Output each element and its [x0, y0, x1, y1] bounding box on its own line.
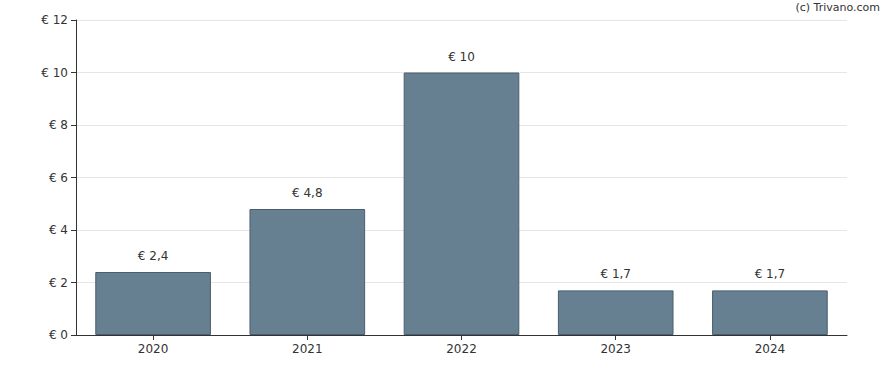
svg-text:€ 1,7: € 1,7 [755, 267, 786, 281]
svg-text:€ 2,4: € 2,4 [138, 249, 169, 263]
svg-text:€ 8: € 8 [49, 118, 68, 132]
svg-text:(c) Trivano.com: (c) Trivano.com [795, 1, 880, 14]
svg-text:€ 4,8: € 4,8 [292, 186, 323, 200]
svg-text:2021: 2021 [292, 342, 323, 356]
svg-text:€ 10: € 10 [448, 50, 475, 64]
svg-text:2023: 2023 [600, 342, 631, 356]
svg-text:2022: 2022 [446, 342, 477, 356]
svg-text:€ 6: € 6 [49, 171, 68, 185]
svg-text:€ 12: € 12 [41, 13, 68, 27]
svg-text:€ 2: € 2 [49, 276, 68, 290]
svg-text:€ 0: € 0 [49, 328, 68, 342]
svg-text:€ 10: € 10 [41, 66, 68, 80]
svg-text:€ 1,7: € 1,7 [600, 267, 631, 281]
svg-text:2020: 2020 [138, 342, 169, 356]
svg-text:2024: 2024 [755, 342, 786, 356]
svg-text:€ 4: € 4 [49, 223, 68, 237]
